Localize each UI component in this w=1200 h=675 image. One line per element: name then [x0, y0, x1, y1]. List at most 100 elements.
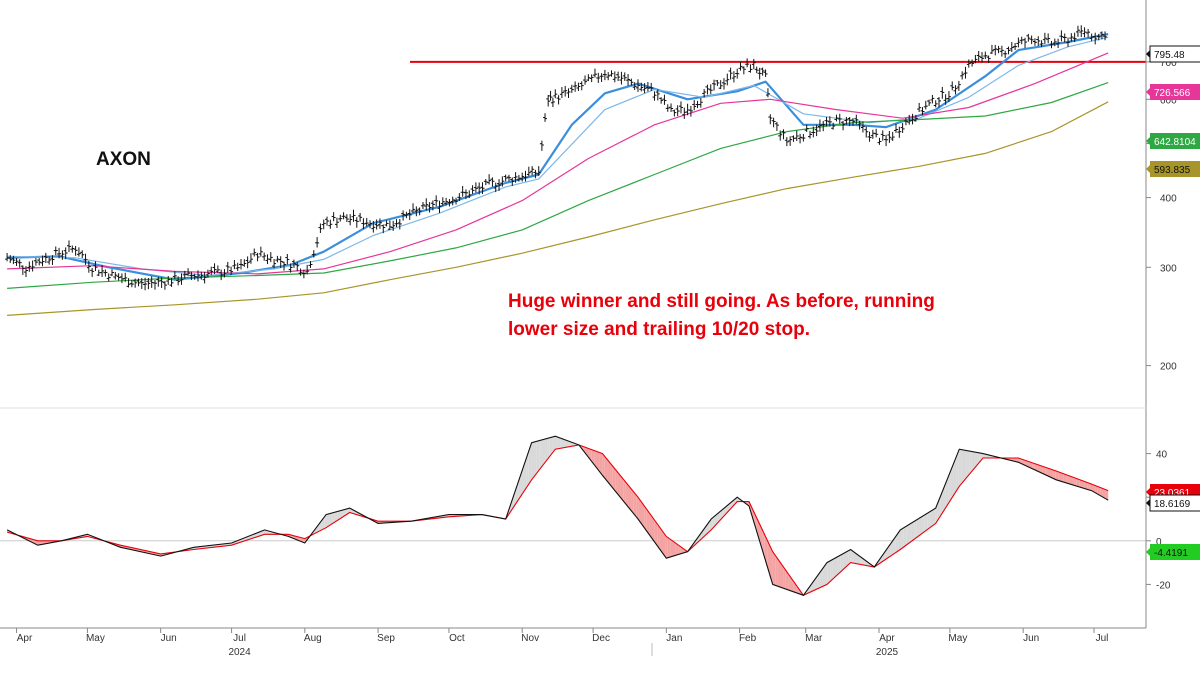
osc-fill-segment	[1061, 472, 1064, 483]
osc-fill-segment	[316, 523, 320, 533]
osc-last-value-box	[1150, 544, 1200, 560]
osc-fill-segment	[1026, 460, 1030, 468]
osc-fill-segment	[667, 537, 671, 558]
osc-fill-segment	[617, 472, 621, 498]
osc-fill-segment	[809, 583, 812, 593]
osc-fill-segment	[943, 483, 946, 512]
osc-fill-segment	[859, 555, 862, 565]
annotation-line: Huge winner and still going. As before, …	[508, 291, 935, 312]
osc-fill-segment	[796, 585, 799, 594]
osc-fill-segment	[329, 512, 333, 526]
osc-fill-segment	[1087, 482, 1090, 491]
osc-fill-segment	[927, 511, 930, 530]
osc-fill-segment	[890, 539, 894, 557]
osc-fill-segment	[641, 502, 645, 528]
osc-fill-segment	[1034, 463, 1038, 472]
osc-fill-segment	[628, 485, 632, 511]
ticker-label: AXON	[96, 149, 151, 170]
osc-fill-segment	[712, 515, 715, 529]
osc-fill-segment	[982, 453, 985, 459]
osc-fill-segment	[780, 562, 784, 589]
osc-fill-segment	[560, 437, 563, 449]
osc-fill-segment	[1092, 484, 1096, 493]
series-ema-10	[7, 33, 1109, 281]
x-tick-label: Mar	[805, 633, 823, 644]
osc-fill-segment	[552, 436, 556, 453]
osc-fill-segment	[974, 452, 978, 469]
price-y-tick-label: 700	[1160, 58, 1177, 69]
osc-fill-segment	[541, 439, 545, 467]
osc-last-value-pointer	[1146, 488, 1150, 496]
osc-fill-segment	[950, 463, 954, 500]
x-tick-label: Aug	[304, 633, 322, 644]
osc-fill-segment	[562, 438, 566, 448]
osc-fill-segment	[788, 573, 791, 591]
year-label: 2024	[228, 647, 251, 658]
osc-fill-segment	[35, 540, 39, 546]
series-sma-200	[7, 101, 1109, 316]
osc-fill-segment	[565, 439, 569, 448]
osc-fill-segment	[759, 523, 763, 550]
osc-fill-segment	[599, 452, 603, 475]
osc-fill-segment	[515, 481, 519, 504]
x-tick-label: Nov	[521, 633, 539, 644]
series-sma-100	[7, 82, 1109, 289]
series-sma-50	[7, 52, 1109, 275]
x-tick-label: Dec	[592, 633, 610, 644]
osc-fill-segment	[264, 530, 267, 535]
osc-y-tick-label: 0	[1156, 537, 1162, 548]
osc-fill-segment	[971, 451, 975, 472]
osc-fill-segment	[568, 440, 571, 447]
osc-fill-segment	[916, 518, 920, 538]
osc-fill-segment	[932, 508, 936, 526]
osc-fill-segment	[840, 553, 844, 572]
osc-fill-segment	[657, 523, 660, 550]
osc-last-value-label: -4.4191	[1154, 548, 1188, 559]
osc-fill-segment	[1055, 470, 1059, 481]
osc-last-value-label: 18.6169	[1154, 499, 1191, 510]
text-layer: AXON Huge winner and still going. As befo…	[96, 45, 1200, 560]
osc-fill-segment	[903, 526, 907, 547]
osc-fill-segment	[326, 513, 330, 528]
price-y-tick-label: 300	[1160, 263, 1177, 274]
osc-fill-segment	[882, 551, 886, 562]
osc-fill-segment	[610, 462, 613, 488]
osc-fill-segment	[1037, 464, 1041, 473]
osc-fill-segment	[1071, 476, 1075, 486]
osc-fill-segment	[893, 536, 896, 555]
osc-fill-segment	[1042, 466, 1046, 475]
price-last-value-box	[1150, 84, 1200, 100]
osc-fill-segment	[526, 451, 529, 489]
osc-fill-segment	[827, 560, 831, 584]
osc-fill-segment	[1050, 469, 1054, 479]
price-last-value-box	[1150, 133, 1200, 149]
x-tick-label: Jun	[161, 633, 177, 644]
osc-fill-segment	[665, 534, 668, 558]
osc-fill-segment	[607, 459, 611, 485]
osc-fill-segment	[843, 552, 847, 570]
osc-fill-segment	[922, 514, 925, 534]
osc-fill-segment	[534, 441, 537, 477]
x-tick-label: Feb	[739, 633, 757, 644]
osc-fill-segment	[783, 566, 786, 590]
osc-fill-segment	[856, 553, 860, 565]
osc-fill-segment	[898, 529, 902, 551]
osc-fill-segment	[531, 442, 535, 481]
osc-fill-segment	[652, 516, 655, 543]
osc-last-value-pointer	[1146, 499, 1150, 507]
osc-fill-segment	[848, 549, 852, 565]
osc-fill-segment	[303, 538, 306, 543]
x-tick-label: Oct	[449, 633, 465, 644]
price-last-value-label: 593.835	[1154, 165, 1191, 176]
osc-fill-segment	[1024, 459, 1027, 467]
osc-fill-segment	[38, 540, 42, 546]
osc-fill-segment	[775, 555, 778, 587]
series-ema-20	[7, 36, 1109, 277]
osc-fill-segment	[817, 572, 820, 589]
osc-fill-segment	[1100, 487, 1103, 498]
osc-fill-segment	[906, 524, 909, 546]
osc-fill-segment	[777, 559, 781, 588]
osc-fill-segment	[596, 451, 600, 472]
